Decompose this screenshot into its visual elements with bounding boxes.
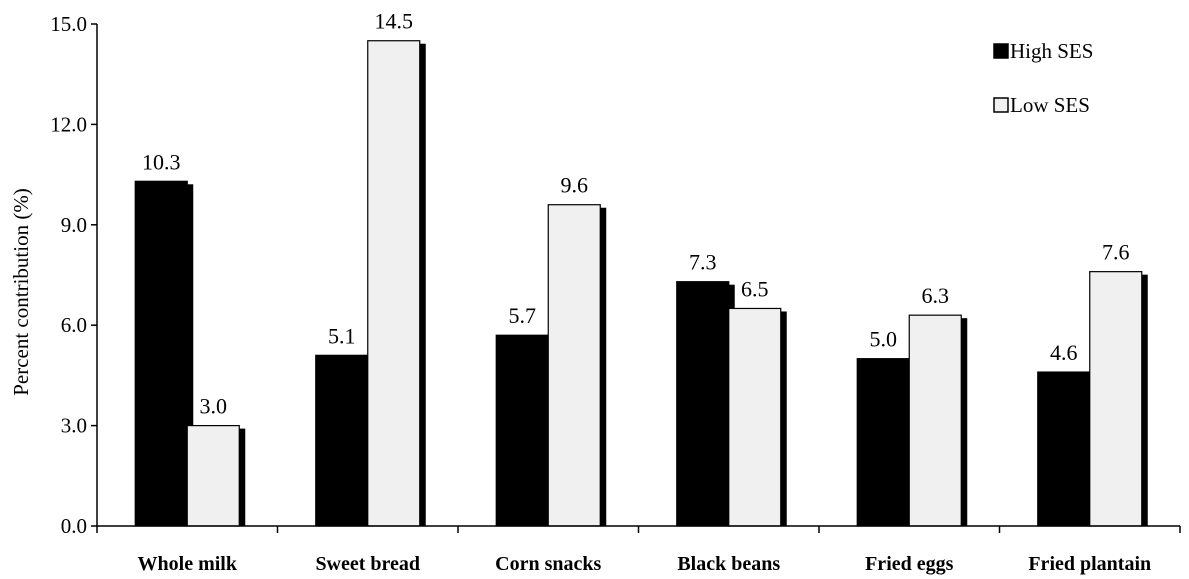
legend-swatch: [993, 43, 1009, 59]
data-label: 9.6: [561, 173, 589, 198]
y-tick-label: 9.0: [61, 213, 87, 237]
bar-high-ses: [495, 334, 549, 527]
data-label: 5.1: [328, 323, 356, 348]
data-label: 5.7: [509, 303, 537, 328]
legend: High SES Low SES: [993, 39, 1093, 117]
data-label: 6.3: [922, 283, 950, 308]
bar-high-ses: [315, 354, 369, 527]
bar-low-ses: [908, 314, 962, 527]
bar-high-ses: [676, 281, 730, 527]
y-tick-label: 12.0: [50, 112, 87, 136]
bar-high-ses: [1037, 371, 1091, 527]
data-label: 4.6: [1050, 340, 1078, 365]
y-tick-label: 0.0: [61, 514, 87, 538]
data-label: 14.5: [375, 9, 414, 34]
bar-low-ses: [186, 425, 240, 527]
data-label: 3.0: [200, 394, 228, 419]
bar-high-ses: [856, 358, 910, 527]
y-tick-label: 6.0: [61, 313, 87, 337]
data-label: 10.3: [142, 149, 181, 174]
y-ticks-group: 0.0 3.0 6.0 9.0 12.0 15.0: [50, 12, 97, 538]
y-tick-label: 3.0: [61, 414, 87, 438]
legend-label: High SES: [1010, 39, 1093, 63]
x-categories-group: Whole milk Sweet bread Corn snacks Black be…: [96, 526, 1181, 575]
x-category-label: Fried plantain: [1028, 553, 1151, 575]
x-category-label: Fried eggs: [865, 553, 954, 575]
y-axis-title: Percent contribution (%): [9, 188, 33, 396]
bars-group: 10.3 3.0 5.1 14.5 5.7 9.6 7.3 6.5 5.0 6.3 4.6 7.6: [134, 9, 1148, 527]
legend-label: Low SES: [1010, 93, 1090, 117]
x-category-label: Whole milk: [138, 553, 238, 575]
data-label: 7.6: [1102, 240, 1130, 265]
bar-low-ses: [728, 307, 782, 527]
data-label: 5.0: [870, 327, 898, 352]
bar-low-ses: [1089, 271, 1143, 527]
bar-low-ses: [547, 204, 601, 527]
bar-high-ses: [134, 180, 188, 527]
x-category-label: Black beans: [677, 553, 780, 575]
data-label: 7.3: [689, 250, 717, 275]
data-label: 6.5: [741, 276, 769, 301]
bar-low-ses: [367, 40, 421, 527]
legend-swatch: [993, 97, 1009, 113]
y-tick-label: 15.0: [50, 12, 87, 36]
x-category-label: Corn snacks: [495, 553, 601, 575]
x-category-label: Sweet bread: [315, 553, 420, 575]
